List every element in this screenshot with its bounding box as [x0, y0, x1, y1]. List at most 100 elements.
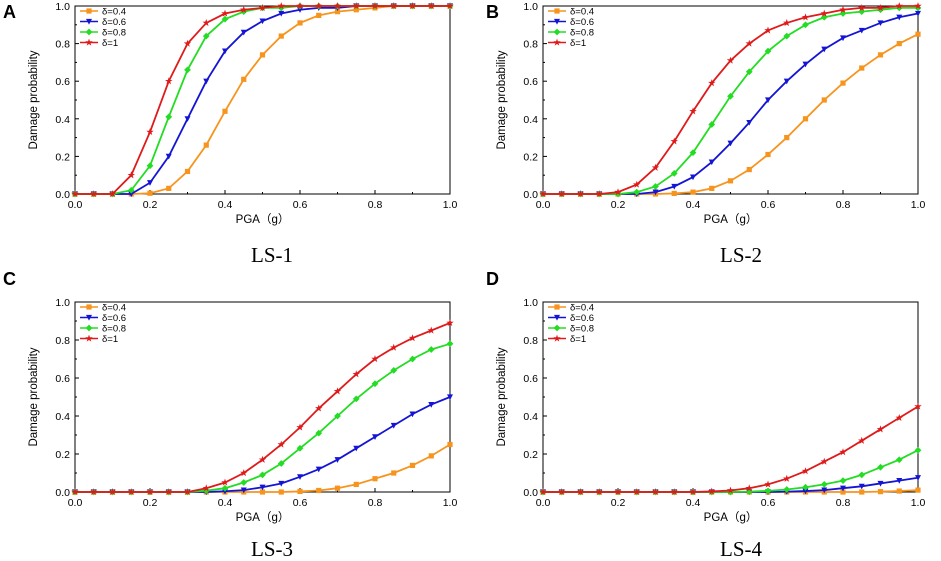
data-point	[390, 367, 398, 374]
data-point	[353, 445, 360, 452]
data-point	[670, 137, 678, 145]
data-point	[595, 488, 603, 496]
y-tick-label: 0.2	[55, 449, 70, 461]
data-point	[689, 488, 697, 496]
legend-label: δ=0.4	[570, 7, 594, 18]
data-point	[390, 422, 397, 429]
panel-d: 0.0 0.2 0.4 0.6 0.8 1.0 0.0 0.2 0.4 0.6 0.8 1.0 PGA（…	[486, 269, 925, 561]
panel-letter: A	[3, 2, 16, 22]
data-point	[783, 474, 791, 482]
data-point	[427, 2, 435, 10]
y-tick-label: 0.4	[523, 411, 538, 423]
data-point	[840, 489, 846, 495]
x-axis-title: PGA（g）	[236, 213, 290, 226]
panel-letter: C	[3, 269, 16, 289]
legend-marker	[554, 8, 560, 14]
data-point	[278, 33, 284, 39]
data-point	[71, 190, 79, 198]
data-point	[726, 486, 735, 494]
data-point	[745, 39, 753, 47]
data-point	[353, 7, 359, 13]
y-tick-label: 0.0	[523, 487, 538, 499]
data-point	[184, 116, 191, 122]
series-δ=0.8	[71, 2, 454, 198]
x-tick-label: 0.8	[836, 199, 851, 211]
series-line	[75, 5, 450, 195]
data-point	[408, 2, 417, 10]
data-point	[783, 32, 791, 40]
data-point	[839, 10, 847, 17]
x-tick-label: 0.2	[611, 497, 626, 509]
series-δ=0.6	[72, 394, 453, 496]
legend-label: δ=0.8	[570, 28, 594, 39]
data-point	[802, 116, 809, 122]
data-point	[259, 471, 266, 479]
series-line	[543, 6, 918, 195]
x-tick-label: 0.6	[761, 497, 776, 509]
data-point	[127, 186, 135, 194]
data-point	[278, 480, 285, 487]
data-point	[651, 488, 660, 496]
data-point	[915, 10, 921, 17]
data-point	[446, 319, 454, 327]
data-point	[915, 475, 921, 481]
data-point	[184, 66, 191, 74]
data-point	[316, 487, 322, 494]
legend-marker	[86, 304, 92, 310]
series-δ=0.6	[540, 10, 921, 198]
data-point	[764, 487, 772, 495]
data-point	[839, 448, 847, 456]
data-point	[727, 140, 734, 147]
data-point	[595, 190, 603, 198]
y-axis-title: Damage probability	[496, 347, 508, 446]
y-tick-label: 0.0	[55, 487, 70, 499]
x-tick-label: 0.0	[536, 497, 551, 509]
y-tick-label: 0.2	[55, 151, 70, 163]
data-point	[539, 488, 547, 496]
legend-marker	[85, 28, 93, 36]
data-point	[334, 457, 341, 463]
data-point	[858, 471, 866, 479]
data-point	[802, 21, 809, 29]
data-point	[165, 153, 172, 160]
legend-label: δ=0.6	[570, 17, 594, 28]
x-tick-label: 0.4	[218, 497, 233, 509]
legend-label: δ=1	[570, 38, 586, 49]
data-point	[876, 3, 885, 12]
data-point	[689, 149, 697, 157]
data-point	[222, 48, 228, 55]
data-point	[409, 411, 416, 418]
data-point	[859, 489, 865, 495]
panel-letter: B	[486, 2, 499, 22]
plot-frame	[542, 5, 919, 195]
data-point	[108, 488, 117, 496]
data-point	[316, 12, 322, 18]
data-point	[240, 469, 248, 477]
data-point	[764, 47, 772, 55]
data-point	[259, 52, 266, 58]
legend-label: δ=0.4	[102, 303, 126, 314]
data-point	[840, 80, 846, 86]
data-point	[783, 486, 791, 493]
data-point	[539, 190, 547, 198]
data-point	[258, 3, 267, 12]
data-point	[802, 483, 809, 491]
legend: δ=0.4δ=0.6δ=0.8δ=1	[80, 7, 126, 49]
data-point	[783, 78, 790, 85]
data-point	[352, 395, 360, 403]
data-point	[409, 462, 416, 468]
legend: δ=0.4δ=0.6δ=0.8δ=1	[548, 7, 594, 49]
data-point	[427, 326, 435, 334]
data-point	[371, 2, 379, 10]
data-point	[690, 189, 696, 195]
series-line	[75, 5, 450, 195]
y-tick-label: 1.0	[523, 297, 538, 309]
data-point	[240, 29, 247, 36]
data-point	[652, 183, 659, 190]
data-point	[147, 180, 153, 186]
data-point	[427, 346, 435, 353]
data-point	[297, 20, 303, 26]
x-tick-label: 1.0	[911, 497, 926, 509]
data-point	[727, 92, 734, 100]
data-point	[576, 488, 585, 496]
